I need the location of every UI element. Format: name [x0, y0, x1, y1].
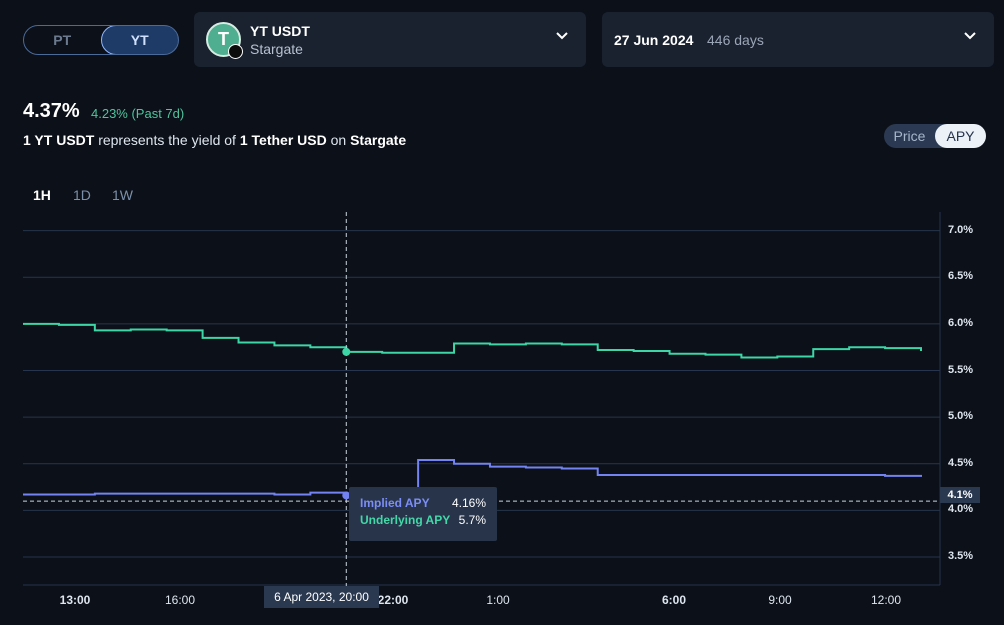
crosshair-point [342, 491, 351, 500]
x-tick-label: 6:00 [661, 593, 687, 607]
y-tick-label: 4.5% [948, 456, 974, 469]
x-tick-label: 22:00 [377, 593, 409, 607]
stargate-badge-icon [228, 44, 243, 59]
yield-description: 1 YT USDT represents the yield of 1 Teth… [23, 132, 407, 148]
x-tick-label: 16:00 [164, 593, 196, 607]
x-tick-label: 1:00 [486, 593, 510, 607]
y-tick-label: 4.0% [948, 503, 974, 516]
x-tick-label: 12:00 [870, 593, 902, 607]
tooltip-underlying-label: Underlying APY [360, 513, 451, 527]
expiry-selector[interactable]: 27 Jun 2024 446 days [602, 12, 994, 67]
expiry-date: 27 Jun 2024 [614, 32, 694, 48]
pt-yt-toggle: PT YT [23, 25, 179, 55]
crosshair-time-label: 6 Apr 2023, 20:00 [264, 586, 379, 608]
x-tick-label: 9:00 [768, 593, 792, 607]
range-1w[interactable]: 1W [112, 187, 133, 203]
reference-line-label: 4.1% [940, 487, 980, 503]
yt-tab[interactable]: YT [100, 26, 178, 54]
series-line [23, 459, 922, 497]
tether-icon: T [206, 22, 243, 59]
series-line [23, 322, 922, 359]
apy-tab[interactable]: APY [935, 124, 986, 148]
chevron-down-icon [964, 32, 976, 40]
price-tab[interactable]: Price [893, 128, 926, 144]
asset-name: YT USDT [250, 23, 310, 39]
tooltip-underlying-value: 5.7% [458, 513, 486, 527]
tooltip-implied-value: 4.16% [451, 496, 486, 510]
asset-protocol: Stargate [250, 41, 303, 57]
asset-selector[interactable]: T YT USDT Stargate [194, 12, 586, 67]
chart-tooltip: Implied APY 4.16% Underlying APY 5.7% [349, 487, 497, 541]
apy-value: 4.37% [23, 100, 80, 122]
range-1d[interactable]: 1D [73, 187, 91, 203]
y-tick-label: 6.5% [948, 270, 974, 283]
y-tick-label: 7.0% [948, 223, 974, 236]
apy-past7d: 4.23% (Past 7d) [91, 106, 185, 121]
y-tick-label: 5.5% [948, 363, 974, 376]
y-tick-label: 6.0% [948, 316, 974, 329]
crosshair-point [342, 347, 351, 356]
x-tick-label: 13:00 [59, 593, 91, 607]
range-1h[interactable]: 1H [33, 187, 51, 203]
chevron-down-icon [556, 32, 568, 40]
y-tick-label: 5.0% [948, 410, 974, 423]
expiry-days: 446 days [707, 32, 764, 48]
pt-tab[interactable]: PT [53, 32, 72, 48]
price-apy-toggle: Price APY [884, 124, 986, 148]
y-tick-label: 3.5% [948, 550, 974, 563]
tooltip-implied-label: Implied APY [360, 496, 430, 510]
